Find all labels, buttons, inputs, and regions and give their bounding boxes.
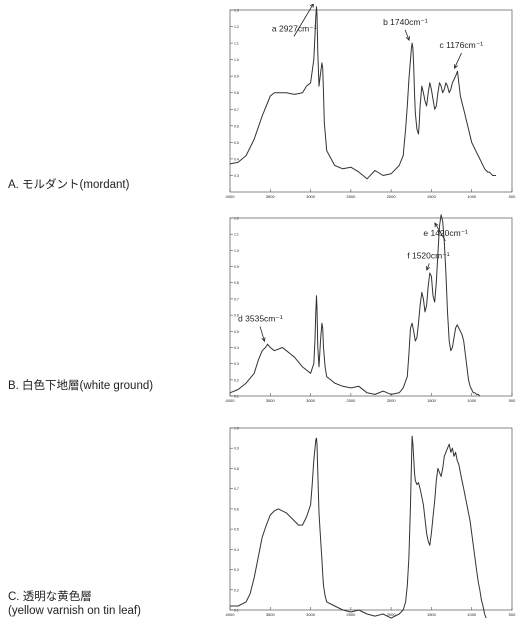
x-tick-label: 500 bbox=[509, 194, 516, 199]
y-tick-label: 1.3 bbox=[234, 9, 239, 13]
x-tick-label: 2500 bbox=[346, 398, 356, 403]
peak-arrow bbox=[404, 29, 410, 41]
y-tick-label: 0.3 bbox=[234, 174, 239, 178]
peak-annotation-label: a 2927cm⁻¹ bbox=[272, 24, 317, 34]
peak-annotation-label: b 1740cm⁻¹ bbox=[383, 17, 428, 27]
y-tick-label: 1.2 bbox=[234, 25, 239, 29]
x-tick-label: 3500 bbox=[266, 612, 276, 617]
x-tick-label: 3500 bbox=[266, 194, 276, 199]
x-tick-label: 2000 bbox=[387, 612, 397, 617]
panel-c-label: C. 透明な黄色層 bbox=[8, 591, 92, 603]
x-tick-label: 500 bbox=[509, 612, 516, 617]
y-tick-label: 0.6 bbox=[234, 314, 239, 318]
x-tick-label: 3500 bbox=[266, 398, 276, 403]
y-tick-label: 0.2 bbox=[234, 378, 239, 382]
panel-a-label: A. モルダント(mordant) bbox=[8, 179, 130, 191]
y-tick-label: 1.0 bbox=[234, 427, 239, 431]
y-tick-label: 0.9 bbox=[234, 447, 239, 451]
y-tick-label: 0.4 bbox=[234, 346, 239, 350]
spectrum-chart-b: 0.1 0.2 0.3 0.4 0.5 0.6 0.7 0.8 0.9 1.0 1.1 1.2 4000… bbox=[226, 214, 516, 403]
y-tick-label: 0.4 bbox=[234, 157, 239, 161]
y-tick-label: 0.3 bbox=[234, 362, 239, 366]
peak-arrowhead bbox=[426, 265, 430, 271]
y-tick-label: 0.3 bbox=[234, 568, 239, 572]
y-tick-label: 0.7 bbox=[234, 297, 239, 301]
x-tick-label: 3000 bbox=[306, 194, 316, 199]
x-tick-label: 4000 bbox=[226, 612, 236, 617]
y-tick-label: 0.6 bbox=[234, 124, 239, 128]
peak-arrow bbox=[454, 52, 462, 69]
panel-b-label: B. 白色下地層(white ground) bbox=[8, 380, 154, 392]
x-tick-label: 1500 bbox=[427, 194, 437, 199]
peak-arrow bbox=[259, 326, 265, 342]
x-tick-label: 1500 bbox=[427, 398, 437, 403]
y-tick-label: 0.5 bbox=[234, 528, 239, 532]
x-tick-label: 2000 bbox=[387, 398, 397, 403]
x-tick-label: 1000 bbox=[467, 612, 477, 617]
y-tick-label: 0.8 bbox=[234, 281, 239, 285]
x-tick-label: 1000 bbox=[467, 398, 477, 403]
spectrum-line bbox=[230, 435, 487, 619]
peak-arrow bbox=[434, 222, 446, 242]
x-tick-label: 2500 bbox=[346, 612, 356, 617]
y-tick-label: 0.4 bbox=[234, 548, 239, 552]
peak-arrowhead bbox=[309, 4, 314, 8]
x-tick-label: 1500 bbox=[427, 612, 437, 617]
peak-annotation-label: e 1420cm⁻¹ bbox=[423, 228, 468, 238]
y-tick-label: 0.8 bbox=[234, 467, 239, 471]
peak-annotation-label: c 1176cm⁻¹ bbox=[439, 40, 483, 50]
x-tick-label: 2500 bbox=[346, 194, 356, 199]
y-tick-label: 1.1 bbox=[234, 233, 239, 237]
x-tick-label: 500 bbox=[509, 398, 516, 403]
peak-arrow bbox=[293, 4, 314, 37]
x-tick-label: 4000 bbox=[226, 194, 236, 199]
plot-frame bbox=[229, 427, 513, 611]
x-tick-label: 3000 bbox=[306, 398, 316, 403]
peak-arrow bbox=[426, 263, 430, 271]
y-tick-label: 0.5 bbox=[234, 141, 239, 145]
spectrum-line bbox=[229, 6, 496, 180]
spectrum-line bbox=[229, 214, 481, 397]
y-tick-label: 1.0 bbox=[234, 249, 239, 253]
y-tick-label: 0.2 bbox=[234, 588, 239, 592]
peak-arrowhead bbox=[405, 36, 410, 41]
spectrum-chart-a: 0.3 0.4 0.5 0.6 0.7 0.8 0.9 1.0 1.1 1.2 1.3 4000 350… bbox=[226, 4, 516, 199]
y-tick-label: 1.0 bbox=[234, 58, 239, 62]
y-tick-label: 0.1 bbox=[234, 609, 239, 613]
peak-annotation-label: d 3535cm⁻¹ bbox=[238, 314, 283, 324]
peak-arrowhead bbox=[261, 337, 266, 343]
plot-frame bbox=[229, 9, 513, 193]
y-tick-label: 1.2 bbox=[234, 217, 239, 221]
y-tick-label: 0.9 bbox=[234, 265, 239, 269]
spectrum-chart-c: 0.1 0.2 0.3 0.4 0.5 0.6 0.7 0.8 0.9 1.0 4000 3500 30… bbox=[226, 427, 516, 619]
peak-arrowhead bbox=[454, 64, 458, 70]
y-tick-label: 0.9 bbox=[234, 75, 239, 79]
y-tick-label: 0.5 bbox=[234, 330, 239, 334]
y-tick-label: 0.6 bbox=[234, 507, 239, 511]
plot-frame bbox=[229, 217, 513, 397]
x-tick-label: 1000 bbox=[467, 194, 477, 199]
y-tick-label: 1.1 bbox=[234, 42, 239, 46]
x-tick-label: 4000 bbox=[226, 398, 236, 403]
y-tick-label: 0.7 bbox=[234, 108, 239, 112]
y-tick-label: 0.1 bbox=[234, 395, 239, 399]
y-tick-label: 0.7 bbox=[234, 487, 239, 491]
x-tick-label: 3000 bbox=[306, 612, 316, 617]
peak-annotation-label: f 1520cm⁻¹ bbox=[407, 250, 449, 260]
x-tick-label: 2000 bbox=[387, 194, 397, 199]
y-tick-label: 0.8 bbox=[234, 91, 239, 95]
peak-arrowhead bbox=[434, 222, 439, 228]
panel-c-label-sub: (yellow varnish on tin leaf) bbox=[8, 605, 141, 617]
